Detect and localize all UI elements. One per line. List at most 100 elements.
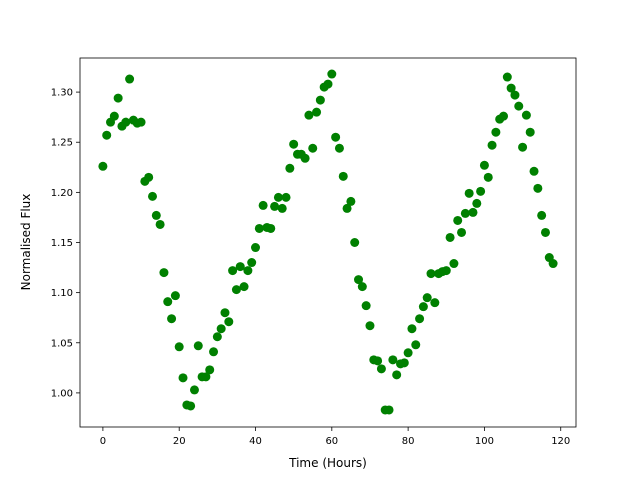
data-point	[186, 401, 196, 411]
data-point	[193, 341, 203, 351]
data-point	[506, 83, 516, 93]
data-point	[464, 188, 474, 198]
data-point	[537, 210, 547, 220]
data-point	[289, 139, 299, 149]
y-tick-label: 1.15	[51, 238, 73, 249]
y-tick-label: 1.25	[51, 138, 73, 149]
data-point	[254, 223, 264, 233]
data-point	[178, 373, 188, 383]
data-point	[468, 207, 478, 217]
data-point	[125, 74, 135, 84]
data-point	[251, 243, 261, 253]
data-point	[460, 208, 470, 218]
data-point	[243, 266, 253, 276]
data-point	[228, 266, 238, 276]
data-point	[411, 340, 421, 350]
data-point	[441, 266, 451, 276]
data-point	[376, 364, 386, 374]
data-point	[399, 358, 409, 368]
data-point	[529, 166, 539, 176]
y-tick-label: 1.05	[51, 338, 73, 349]
data-point	[285, 163, 295, 173]
data-point	[304, 110, 314, 120]
data-point	[476, 186, 486, 196]
x-axis-ticks: 0 20 40 60 80 100 120	[100, 427, 570, 447]
y-tick-label: 1.20	[51, 188, 73, 199]
data-point	[270, 201, 280, 211]
data-point	[315, 95, 325, 105]
data-point	[334, 143, 344, 153]
data-point	[323, 79, 333, 89]
x-tick-label: 120	[551, 436, 570, 447]
data-point	[479, 160, 489, 170]
data-point	[216, 324, 226, 334]
data-point	[430, 298, 440, 308]
data-point	[457, 227, 467, 237]
data-point	[273, 192, 283, 202]
data-point	[163, 297, 173, 307]
y-axis-label: Normalised Flux	[19, 194, 33, 291]
data-point	[350, 238, 360, 247]
data-point	[540, 227, 550, 237]
data-point	[342, 203, 352, 213]
data-point	[357, 282, 367, 292]
data-point	[170, 291, 180, 301]
data-point	[487, 140, 497, 150]
data-point	[247, 258, 257, 268]
y-tick-label: 1.30	[51, 88, 73, 99]
data-point	[502, 72, 512, 82]
data-point	[277, 203, 287, 213]
data-point	[388, 355, 398, 365]
axes-frame	[79, 57, 577, 428]
x-tick-label: 40	[249, 436, 262, 447]
data-point	[510, 90, 520, 100]
x-tick-label: 20	[173, 436, 186, 447]
data-point	[144, 172, 154, 182]
data-point	[151, 210, 161, 220]
data-point	[403, 348, 413, 358]
data-point	[220, 308, 230, 318]
data-point	[201, 372, 211, 382]
x-tick-label: 100	[475, 436, 494, 447]
data-point	[415, 314, 425, 324]
data-point	[525, 127, 535, 137]
data-point	[308, 143, 318, 153]
data-points	[98, 69, 558, 415]
x-tick-label: 80	[402, 436, 415, 447]
data-point	[136, 117, 146, 127]
data-point	[418, 302, 428, 312]
x-tick-label: 0	[100, 436, 106, 447]
data-point	[373, 356, 383, 366]
data-point	[209, 347, 219, 357]
data-point	[365, 321, 375, 331]
data-point	[548, 259, 558, 269]
data-point	[518, 142, 528, 152]
data-point	[239, 282, 249, 292]
data-point	[98, 161, 108, 171]
data-point	[354, 275, 364, 285]
x-axis-label: Time (Hours)	[288, 456, 367, 470]
data-point	[235, 262, 245, 272]
y-tick-label: 1.00	[51, 388, 73, 399]
data-point	[155, 219, 165, 229]
data-point	[212, 332, 222, 342]
data-point	[514, 101, 524, 111]
data-point	[449, 259, 459, 269]
data-point	[426, 269, 436, 279]
data-point	[361, 301, 371, 311]
data-point	[384, 405, 394, 415]
data-point	[422, 293, 432, 303]
data-point	[224, 317, 234, 327]
data-point	[483, 172, 493, 182]
data-point	[147, 191, 157, 201]
data-point	[346, 196, 356, 206]
data-point	[258, 200, 268, 210]
x-tick-label: 60	[325, 436, 338, 447]
data-point	[174, 342, 184, 352]
y-tick-label: 1.10	[51, 288, 73, 299]
data-point	[312, 107, 322, 117]
data-point	[453, 215, 463, 225]
data-point	[499, 111, 509, 121]
data-point	[327, 69, 337, 79]
